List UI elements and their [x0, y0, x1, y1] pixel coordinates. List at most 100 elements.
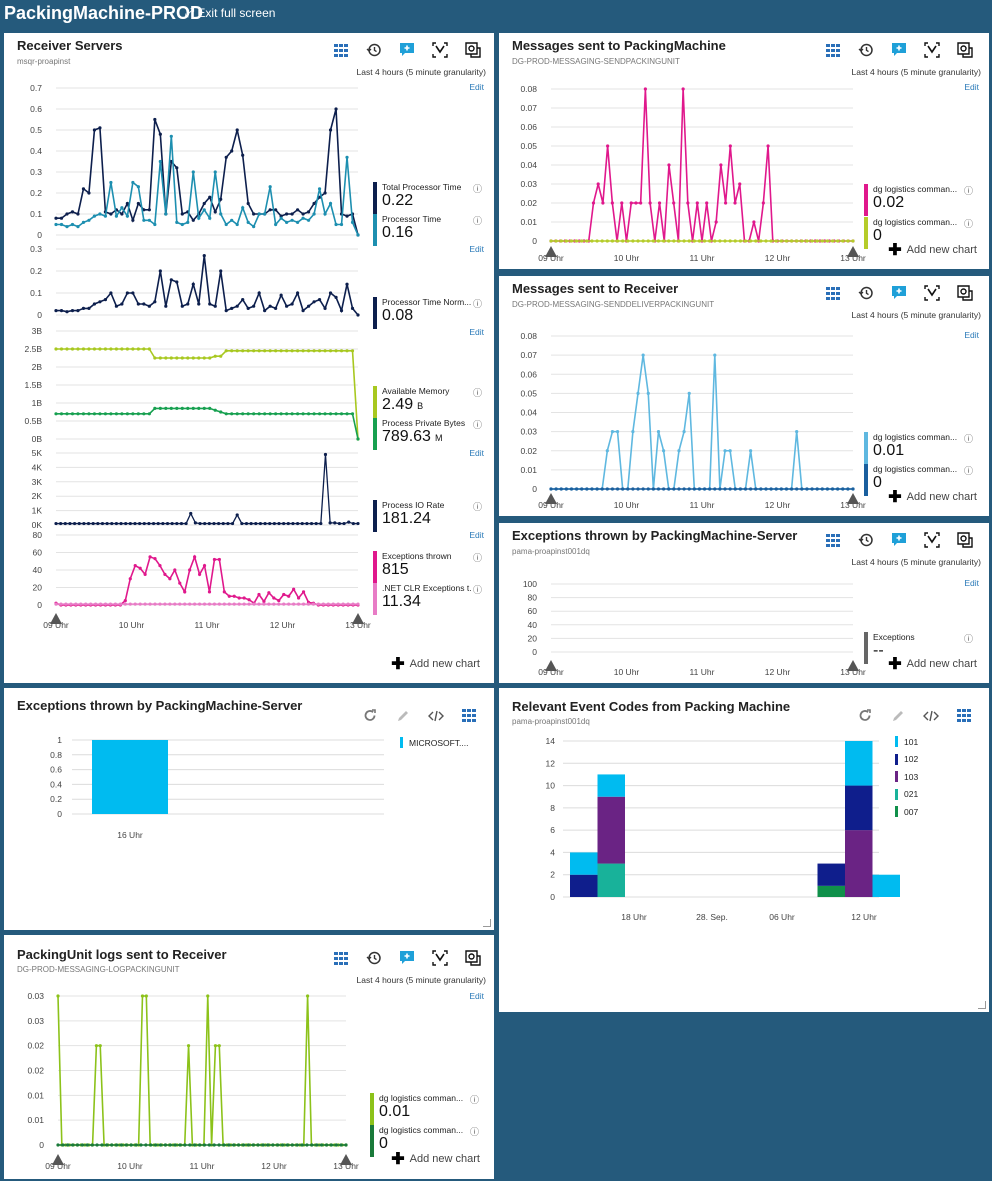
- data-point: [600, 239, 604, 243]
- settings-dial-icon[interactable]: [953, 41, 976, 59]
- edit-link[interactable]: Edit: [469, 327, 484, 337]
- edit-link[interactable]: Edit: [469, 244, 484, 254]
- edit-pencil-icon[interactable]: [886, 707, 909, 725]
- edit-pencil-icon[interactable]: [391, 707, 414, 725]
- grid-icon[interactable]: [821, 531, 844, 549]
- info-icon[interactable]: [473, 297, 482, 310]
- y-tick-label: 60: [33, 548, 43, 558]
- info-icon[interactable]: [473, 583, 482, 596]
- fit-zoom-icon[interactable]: [920, 284, 943, 302]
- edit-link[interactable]: Edit: [469, 991, 484, 1001]
- data-point: [639, 201, 643, 205]
- messages-packing-tile[interactable]: Messages sent to PackingMachine DG-PROD-…: [499, 33, 989, 269]
- data-point: [191, 218, 195, 222]
- edit-link[interactable]: Edit: [964, 82, 979, 92]
- code-icon[interactable]: [919, 707, 942, 725]
- y-tick-label: 0.05: [520, 141, 537, 151]
- history-icon[interactable]: [854, 41, 877, 59]
- data-point: [749, 487, 753, 491]
- add-chart-button[interactable]: ✚ Add new chart: [391, 1149, 480, 1169]
- code-icon[interactable]: [424, 707, 447, 725]
- data-point: [345, 155, 349, 159]
- data-point: [784, 487, 789, 491]
- info-icon[interactable]: [473, 182, 482, 195]
- history-icon[interactable]: [362, 949, 385, 967]
- settings-dial-icon[interactable]: [953, 531, 976, 549]
- resize-handle[interactable]: [978, 1001, 986, 1009]
- info-icon[interactable]: [964, 217, 973, 230]
- edit-link[interactable]: Edit: [469, 82, 484, 92]
- grid-icon[interactable]: [821, 41, 844, 59]
- info-icon[interactable]: [964, 184, 973, 197]
- add-chart-button[interactable]: ✚ Add new chart: [391, 654, 480, 674]
- add-chart-button[interactable]: ✚ Add new chart: [888, 487, 977, 507]
- data-point: [197, 572, 202, 576]
- add-chart-button[interactable]: ✚ Add new chart: [888, 654, 977, 674]
- messages-receiver-tile[interactable]: Messages sent to Receiver DG-PROD-MESSAG…: [499, 276, 989, 516]
- history-icon[interactable]: [854, 284, 877, 302]
- data-point: [754, 487, 758, 491]
- legend-value: 0.02: [873, 194, 905, 211]
- grid-icon[interactable]: [457, 707, 480, 725]
- edit-link[interactable]: Edit: [964, 578, 979, 588]
- data-point: [75, 1143, 80, 1147]
- fit-zoom-icon[interactable]: [428, 949, 451, 967]
- tile-title: Messages sent to Receiver: [512, 281, 679, 296]
- data-point: [702, 239, 707, 243]
- info-icon[interactable]: [473, 500, 482, 513]
- add-chart-button[interactable]: ✚ Add new chart: [888, 240, 977, 260]
- history-icon[interactable]: [362, 41, 385, 59]
- event-codes-tile[interactable]: Relevant Event Codes from Packing Machin…: [499, 688, 989, 1012]
- refresh-icon[interactable]: [358, 707, 381, 725]
- settings-dial-icon[interactable]: [461, 41, 484, 59]
- fit-zoom-icon[interactable]: [920, 41, 943, 59]
- edit-link[interactable]: Edit: [469, 448, 484, 458]
- data-point: [738, 239, 742, 243]
- grid-icon[interactable]: [821, 284, 844, 302]
- data-point: [610, 487, 615, 491]
- comment-add-icon[interactable]: [887, 531, 910, 549]
- exceptions-ai-tile[interactable]: Exceptions thrown by PackingMachine-Serv…: [4, 688, 494, 930]
- grid-icon[interactable]: [329, 41, 352, 59]
- data-point: [136, 185, 140, 189]
- info-icon[interactable]: [473, 418, 482, 431]
- settings-dial-icon[interactable]: [953, 284, 976, 302]
- data-point: [351, 602, 355, 606]
- info-icon[interactable]: [473, 386, 482, 399]
- edit-link[interactable]: Edit: [964, 330, 979, 340]
- exceptions-server-tile[interactable]: Exceptions thrown by PackingMachine-Serv…: [499, 523, 989, 683]
- comment-add-icon[interactable]: [395, 41, 418, 59]
- info-icon[interactable]: [964, 464, 973, 477]
- receiver-servers-tile[interactable]: Receiver Servers msqr-proapinst Last 4 h…: [4, 33, 494, 683]
- fit-zoom-icon[interactable]: [920, 531, 943, 549]
- fit-zoom-icon[interactable]: [428, 41, 451, 59]
- grid-icon[interactable]: [329, 949, 352, 967]
- exit-full-screen-button[interactable]: ⤢ Exit full screen: [184, 5, 275, 21]
- comment-add-icon[interactable]: [887, 41, 910, 59]
- resize-handle[interactable]: [483, 919, 491, 927]
- data-point: [723, 449, 727, 453]
- refresh-icon[interactable]: [853, 707, 876, 725]
- info-icon[interactable]: [473, 214, 482, 227]
- comment-add-icon[interactable]: [887, 284, 910, 302]
- packing-logs-tile[interactable]: PackingUnit logs sent to Receiver DG-PRO…: [4, 935, 494, 1179]
- history-icon[interactable]: [854, 531, 877, 549]
- info-icon[interactable]: [470, 1125, 479, 1138]
- info-icon[interactable]: [473, 551, 482, 564]
- data-point: [277, 602, 281, 606]
- comment-add-icon[interactable]: [395, 949, 418, 967]
- tile-toolbar: [853, 707, 975, 725]
- info-icon[interactable]: [964, 432, 973, 445]
- info-icon[interactable]: [470, 1093, 479, 1106]
- edit-link[interactable]: Edit: [469, 530, 484, 540]
- range-slider-handle: [847, 493, 859, 504]
- data-point: [841, 487, 845, 491]
- grid-icon[interactable]: [952, 707, 975, 725]
- data-point: [212, 602, 217, 606]
- x-tick-label: 12 Uhr: [261, 1161, 287, 1171]
- data-point: [208, 302, 212, 306]
- granularity-label: Last 4 hours (5 minute granularity): [851, 557, 981, 567]
- info-icon[interactable]: [964, 632, 973, 645]
- data-point: [646, 391, 650, 395]
- settings-dial-icon[interactable]: [461, 949, 484, 967]
